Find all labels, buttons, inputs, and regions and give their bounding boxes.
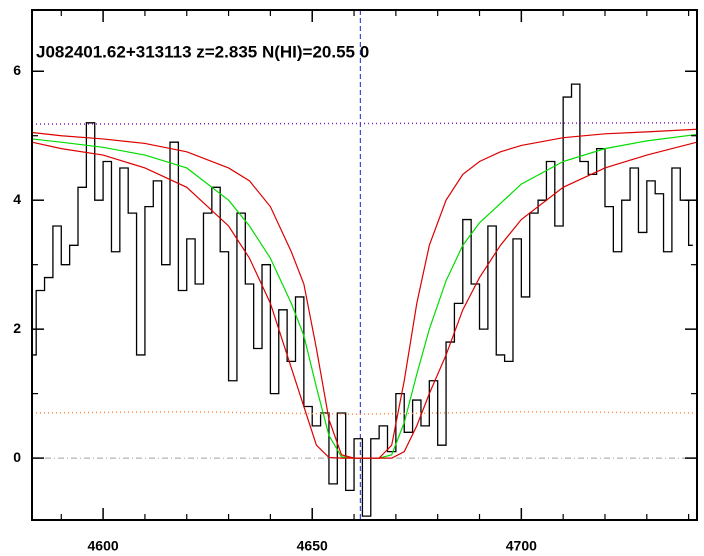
series-line — [32, 122, 697, 125]
y-tick-label: 0 — [13, 449, 21, 465]
y-tick-label: 6 — [13, 62, 21, 78]
y-tick-label: 4 — [13, 191, 21, 207]
series-line — [32, 83, 693, 517]
y-tick-label: 2 — [13, 320, 21, 336]
x-tick-label: 4700 — [506, 538, 537, 554]
x-tick-label: 4650 — [297, 538, 328, 554]
chart-title: J082401.62+313113 z=2.835 N(HI)=20.55 0 — [36, 42, 369, 61]
series-line — [32, 141, 697, 459]
x-tick-label: 4600 — [88, 538, 119, 554]
